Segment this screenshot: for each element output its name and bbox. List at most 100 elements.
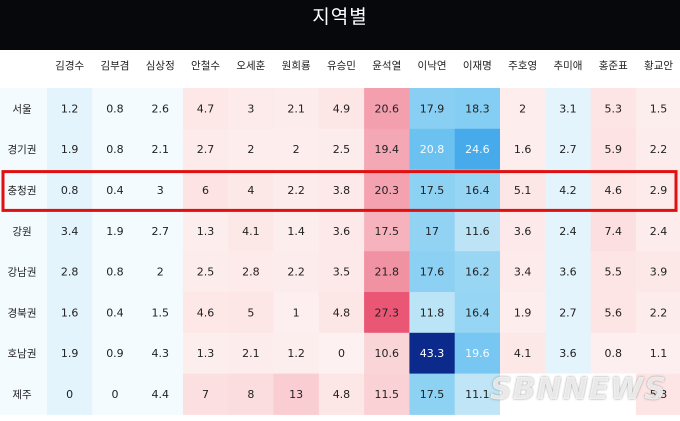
- heatmap-cell: [454, 88, 501, 130]
- cell-value-label: 1.9: [106, 225, 124, 238]
- heatmap-cell: [590, 210, 637, 252]
- cell-value-label: 20.6: [375, 102, 400, 115]
- cell-value-label: 1.4: [287, 225, 305, 238]
- cell-value-label: 16.4: [465, 184, 490, 197]
- heatmap-cell: [137, 169, 184, 211]
- heatmap-cell: [635, 88, 680, 130]
- heatmap-cell: [228, 169, 274, 211]
- heatmap-cell: [545, 169, 592, 211]
- heatmap-cell: [137, 88, 184, 130]
- cell-value-label: 0.8: [605, 347, 623, 360]
- heatmap-cell: [228, 251, 274, 293]
- heatmap-cell: [409, 169, 456, 211]
- heatmap-cell: [47, 128, 93, 171]
- heatmap-cell: [273, 332, 320, 375]
- heatmap-cell: [545, 332, 592, 375]
- heatmap-cell: [228, 332, 274, 375]
- heatmap-cell: [92, 88, 139, 130]
- cell-value-label: 4.2: [559, 184, 577, 197]
- heatmap-cell: [454, 373, 501, 415]
- cell-value-label: 2.6: [152, 102, 170, 115]
- heatmap-cell: [228, 292, 274, 334]
- cell-value-label: 1.9: [61, 347, 79, 360]
- row-label: 경기권: [8, 143, 37, 156]
- heatmap-cell: [500, 210, 546, 252]
- cell-value-label: 5.1: [514, 184, 532, 197]
- cell-value-label: 27.3: [375, 306, 400, 319]
- heatmap-cell: [590, 88, 637, 130]
- cell-value-label: 0.8: [106, 266, 124, 279]
- cell-value-label: 0: [338, 347, 345, 360]
- heatmap-cell: [182, 128, 229, 171]
- column-label: 황교안: [644, 60, 673, 72]
- heatmap-cell: [273, 210, 320, 252]
- row-label: 충청권: [8, 185, 37, 197]
- cell-value-label: 2.2: [287, 184, 305, 197]
- cell-value-label: 5.5: [605, 266, 623, 279]
- cell-value-label: 4.7: [197, 102, 215, 115]
- cell-value-label: 24.6: [465, 143, 490, 156]
- heatmap-cell: [590, 332, 637, 375]
- cell-value-label: 2.2: [287, 266, 305, 279]
- cell-value-label: 2.9: [650, 184, 668, 197]
- cell-value-label: 2: [519, 102, 526, 115]
- heatmap-cell: [500, 251, 546, 293]
- heatmap-cell: [364, 373, 410, 415]
- cell-value-label: 1.5: [152, 306, 170, 319]
- cell-value-label: 7: [202, 388, 209, 401]
- heatmap-cell: [364, 332, 410, 375]
- cell-value-label: 2: [157, 266, 164, 279]
- heatmap-cell: [454, 292, 501, 334]
- heatmap-cell: [635, 332, 680, 375]
- heatmap-cell: [92, 332, 139, 375]
- heatmap-cell: [318, 88, 365, 130]
- heatmap-cell: [137, 332, 184, 375]
- cell-value-label: 2.8: [242, 266, 260, 279]
- heatmap-cell: [228, 210, 274, 252]
- cell-value-label: 11.5: [375, 388, 400, 401]
- cell-value-label: 3.1: [559, 102, 577, 115]
- heatmap-cell: [182, 332, 229, 375]
- heatmap-cell: [318, 373, 365, 415]
- column-label: 이재명: [463, 60, 492, 72]
- cell-value-label: 20.8: [420, 143, 445, 156]
- column-label: 김경수: [55, 59, 84, 72]
- cell-value-label: 0.8: [61, 184, 79, 197]
- heatmap-cell: [47, 88, 93, 130]
- heatmap-cell: [273, 373, 320, 415]
- heatmap-cell: [635, 128, 680, 171]
- heatmap-cell: [590, 373, 637, 415]
- cell-value-label: 0.4: [106, 306, 124, 319]
- cell-value-label: 1.2: [287, 347, 305, 360]
- heatmap-cell: [92, 210, 139, 252]
- column-label: 오세훈: [236, 59, 265, 72]
- heatmap-cell: [500, 128, 546, 171]
- cell-value-label: 2.5: [333, 143, 351, 156]
- watermark-logo: SBNNEWS: [490, 372, 667, 407]
- column-label: 안철수: [191, 60, 220, 72]
- heatmap-cell: [273, 169, 320, 211]
- heatmap-cell: [545, 88, 592, 130]
- cell-value-label: 2: [293, 143, 300, 156]
- heatmap-cell: [500, 169, 546, 211]
- heatmap-cell: [409, 88, 456, 130]
- heatmap-cell: [590, 128, 637, 171]
- heatmap-cell: [137, 251, 184, 293]
- heatmap-cell: [318, 210, 365, 252]
- column-label: 주호영: [508, 60, 537, 72]
- header-band: [0, 50, 680, 88]
- heatmap-cell: [273, 128, 320, 171]
- cell-value-label: 17.5: [420, 184, 445, 197]
- cell-value-label: 4.6: [605, 184, 623, 197]
- heatmap-cell: [409, 332, 456, 375]
- cell-value-label: 3: [247, 102, 254, 115]
- column-label: 심상정: [146, 60, 175, 72]
- cell-value-label: 5: [247, 306, 254, 319]
- cell-value-label: 5.6: [605, 306, 623, 319]
- heatmap-cell: [409, 373, 456, 415]
- cell-value-label: 1.2: [61, 102, 79, 115]
- row-label: 제주: [12, 389, 32, 401]
- heatmap-cell: [92, 128, 139, 171]
- cell-value-label: 4.8: [333, 388, 351, 401]
- cell-value-label: 20.3: [375, 184, 400, 197]
